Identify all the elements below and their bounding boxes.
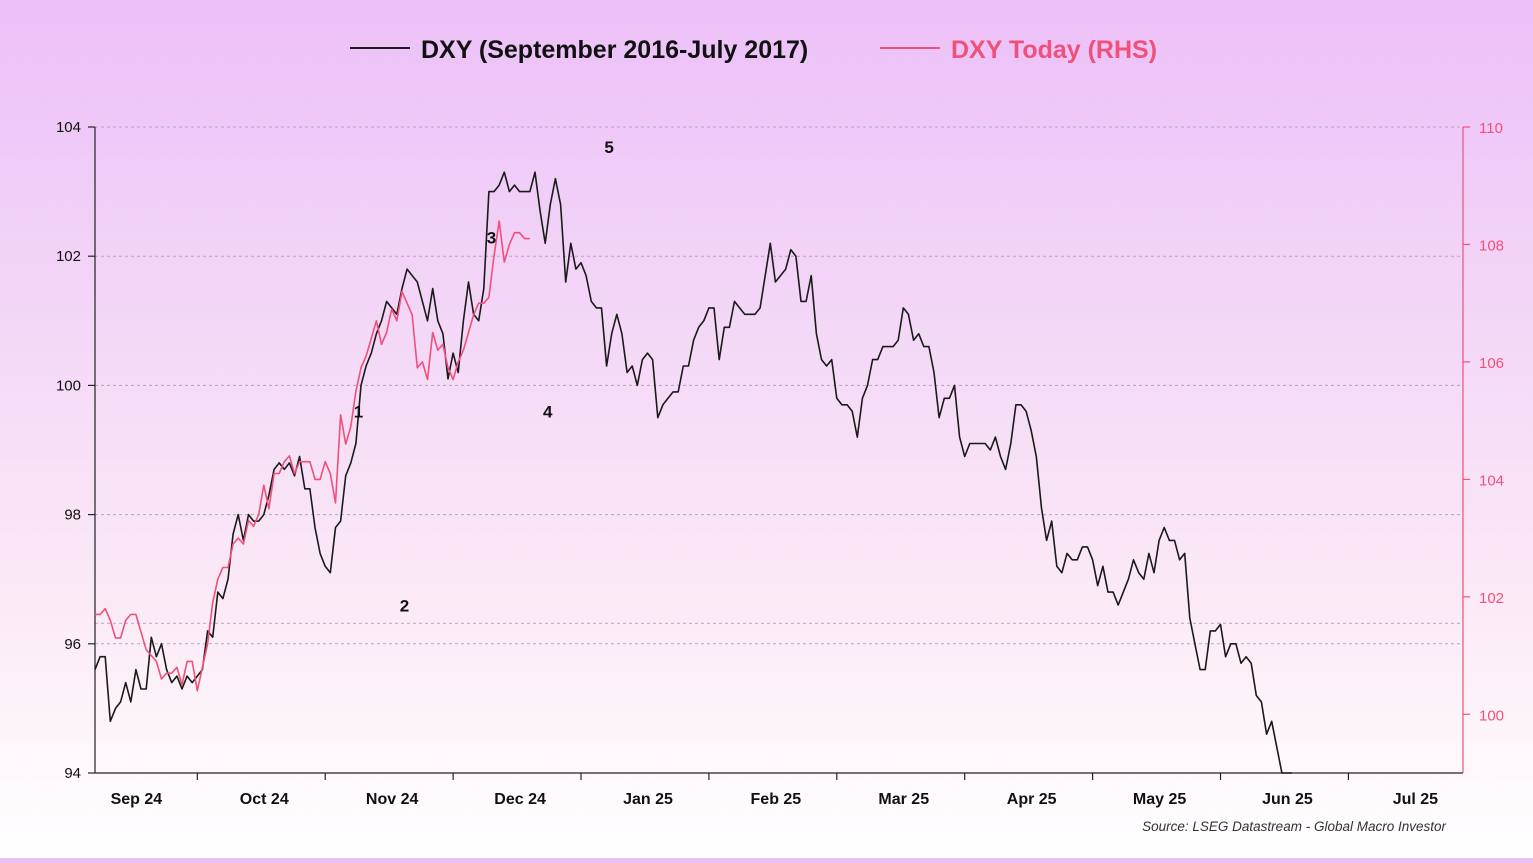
x-tick-label: Jan 25	[623, 791, 673, 808]
x-tick-label: Sep 24	[111, 791, 163, 808]
x-tick-label: Apr 25	[1007, 791, 1057, 808]
left-tick-label: 98	[64, 507, 81, 524]
series-layer	[94, 171, 1293, 774]
wave-label: 2	[400, 597, 409, 616]
series-line-dxy-2016-2017	[94, 171, 1293, 774]
axes: 94 96 98 100 102 104 100 102 104 106 108 110 Sep 24 O…	[56, 119, 1504, 808]
legend-label: DXY (September 2016-July 2017)	[421, 36, 808, 64]
x-tick-label: Jul 25	[1393, 791, 1438, 808]
right-tick-label: 110	[1479, 120, 1503, 137]
left-tick-label: 104	[56, 119, 81, 136]
x-tick-label: May 25	[1133, 791, 1186, 808]
left-tick-label: 100	[56, 377, 81, 394]
wave-label: 5	[604, 138, 613, 157]
x-tick-label: Nov 24	[366, 791, 419, 808]
x-tick-label: Oct 24	[240, 791, 289, 808]
wave-label: 4	[543, 403, 553, 422]
source-note: Source: LSEG Datastream - Global Macro I…	[1142, 819, 1446, 834]
x-tick-label: Mar 25	[878, 791, 929, 808]
annotation-layer: 1 2 3 4 5	[354, 138, 614, 616]
series-line-dxy-today	[95, 220, 530, 692]
legend: DXY (September 2016-July 2017) DXY Today …	[350, 36, 1157, 64]
x-tick-label: Jun 25	[1262, 791, 1313, 808]
right-tick-label: 108	[1479, 237, 1504, 254]
right-tick-label: 104	[1479, 472, 1504, 489]
left-tick-label: 94	[64, 765, 81, 782]
wave-label: 3	[487, 228, 496, 247]
wave-label: 1	[354, 403, 363, 422]
grid-lines	[95, 126, 1463, 645]
legend-label: DXY Today (RHS)	[951, 36, 1157, 64]
left-tick-label: 102	[56, 248, 81, 265]
right-tick-label: 100	[1479, 707, 1504, 724]
left-tick-label: 96	[64, 636, 81, 653]
right-tick-label: 106	[1479, 355, 1504, 372]
x-tick-label: Dec 24	[494, 791, 546, 808]
x-tick-label: Feb 25	[751, 791, 802, 808]
right-tick-label: 102	[1479, 590, 1504, 607]
